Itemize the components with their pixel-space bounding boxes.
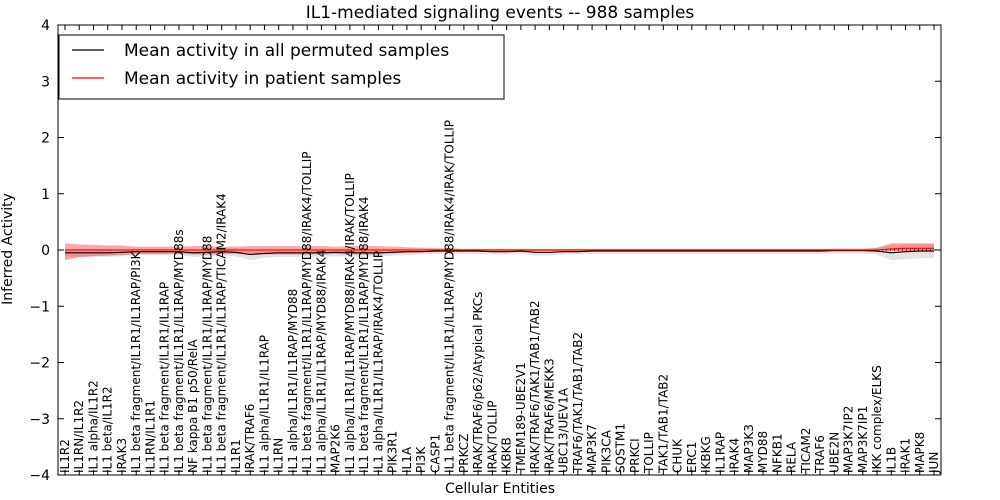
- x-tick-label: IL1 beta fragment/IL1R1/IL1RAP/MYD88s: [172, 229, 186, 473]
- legend-box: [58, 34, 505, 100]
- x-tick-label: IL1RN: [272, 438, 286, 473]
- x-tick-label: IL1 beta fragment/IL1R1/IL1RAP: [158, 282, 172, 473]
- series-line-patient: [65, 247, 934, 251]
- x-tick-label: TOLLIP: [642, 432, 656, 474]
- legend: Mean activity in all permuted samples Me…: [58, 34, 505, 100]
- x-tick-label: MAP3K3: [742, 424, 756, 473]
- x-tick-label: PRKCZ: [457, 434, 471, 473]
- legend-label-patient: Mean activity in patient samples: [124, 69, 401, 89]
- x-tick-label: IL1 alpha/IL1R1/IL1RAP/MYD88: [286, 289, 300, 473]
- x-tick-label: IL1 alpha/IL1R1/IL1RAP/MYD88/IRAK4/IRAK/…: [343, 173, 357, 473]
- x-tick-label: IKBKB: [500, 437, 514, 473]
- band-patient: [65, 243, 934, 261]
- x-axis-label: Cellular Entities: [445, 481, 555, 497]
- x-tick-label: IRAK/TRAF6/MEKK3: [542, 358, 556, 473]
- x-tick-label: ERC1: [685, 442, 699, 473]
- y-tick-label: 1: [41, 187, 50, 203]
- x-tick-label: MAP3K7: [585, 424, 599, 473]
- x-tick-label: TAK1/TAB1/TAB2: [656, 374, 670, 474]
- x-tick-label: PI3K: [414, 446, 428, 473]
- series-line-permuted: [65, 250, 934, 256]
- y-tick-label: −4: [29, 468, 50, 484]
- x-tick-label: IL1 beta fragment/IL1R1/IL1RAP/TICAM2/IR…: [215, 193, 229, 473]
- x-tick-label: IRAK3: [115, 438, 129, 473]
- x-tick-label: IL1 alpha/IL1R1/IL1RAP/MYD88/IRAK4: [314, 250, 328, 473]
- y-axis-label: Inferred Activity: [0, 193, 16, 305]
- x-tick-label: IL1 alpha/IL1R1/IL1RAP/IRAK4/TOLLIP: [371, 251, 385, 473]
- x-tick-label: IRAK/TRAF6: [243, 404, 257, 473]
- x-tick-label: MAPK8: [913, 432, 927, 473]
- x-tick-label: UBC13/UEV1A: [557, 387, 571, 473]
- x-tick-label: TRAF6/TAK1/TAB1/TAB2: [571, 332, 585, 474]
- x-tick-label: UBE2N: [827, 432, 841, 473]
- x-tick-label: CASP1: [428, 434, 442, 473]
- x-tick-label: TMEM189-UBE2V1: [514, 362, 528, 474]
- x-tick-label: MAP3K7IP2: [842, 406, 856, 473]
- x-tick-label: IL1B: [884, 447, 898, 473]
- legend-label-permuted: Mean activity in all permuted samples: [124, 41, 449, 61]
- x-tick-label: IRAK/TOLLIP: [485, 401, 499, 473]
- x-tick-label: TICAM2: [799, 428, 813, 474]
- x-tick-label: TRAF6: [813, 435, 827, 474]
- x-tick-label: PRKCI: [628, 438, 642, 473]
- x-tick-label: MYD88: [756, 431, 770, 473]
- y-tick-label: 3: [41, 74, 50, 90]
- x-tick-label: IL1 alpha/IL1R2: [87, 380, 101, 473]
- x-tick-label: SQSTM1: [614, 423, 628, 473]
- y-tick-label: 2: [41, 131, 50, 147]
- x-tick-label: PIK3CA: [599, 429, 613, 473]
- x-tick-label: IRAK/TRAF6/p62/Atypical PKCs: [471, 292, 485, 473]
- x-tick-label: IL1R2: [58, 439, 72, 473]
- x-tick-label: IRAK4: [728, 438, 742, 473]
- x-tick-label: RELA: [785, 441, 799, 473]
- x-tick-label: IL1R1: [229, 439, 243, 473]
- chart-title: IL1-mediated signaling events -- 988 sam…: [306, 3, 695, 23]
- y-tick-label: −1: [29, 299, 50, 315]
- x-tick-label: MAP2K6: [329, 424, 343, 473]
- x-tick-label: IKBKG: [699, 436, 713, 473]
- x-tick-label: IRAK/TRAF6/TAK1/TAB1/TAB2: [528, 300, 542, 473]
- x-tick-label: NF kappa B1 p50/RelA: [186, 339, 200, 473]
- x-tick-label: IL1 beta/IL1R2: [101, 386, 115, 473]
- x-tick-label: JUN: [927, 452, 941, 474]
- y-tick-label: −2: [29, 356, 50, 372]
- x-tick-label: IL1 alpha/IL1R1/IL1RAP: [257, 335, 271, 473]
- x-tick-label: PIK3R1: [386, 431, 400, 473]
- x-tick-label: IL1 beta fragment/IL1R1/IL1RAP/MYD88/IRA…: [300, 152, 314, 473]
- x-tick-label: IL1A: [400, 446, 414, 473]
- x-tick-label: IL1 beta fragment/IL1R1/IL1RAP/MYD88/IRA…: [443, 120, 457, 473]
- x-tick-label: IRAK1: [899, 438, 913, 473]
- x-tick-label: IL1 beta fragment/IL1R1/IL1RAP/PI3K: [129, 250, 143, 473]
- x-tick-label: NFKB1: [770, 433, 784, 473]
- x-tick-label: MAP3K7IP1: [856, 406, 870, 473]
- x-tick-label: IL1RAP: [713, 432, 727, 473]
- y-tick-label: −3: [29, 412, 50, 428]
- y-tick-label: 0: [41, 243, 50, 259]
- x-tick-label: IL1 beta fragment/IL1R1/IL1RAP/MYD88: [201, 236, 215, 473]
- x-tick-label: IL1RN/IL1R1: [144, 400, 158, 473]
- y-tick-label: 4: [41, 18, 50, 34]
- x-tick-label: IKK complex/ELKS: [870, 365, 884, 473]
- x-tick-label: IL1 beta fragment/IL1R1/IL1RAP/MYD88/IRA…: [357, 196, 371, 473]
- x-tick-label: IL1RN/IL1R2: [72, 400, 86, 473]
- x-tick-label: CHUK: [671, 438, 685, 473]
